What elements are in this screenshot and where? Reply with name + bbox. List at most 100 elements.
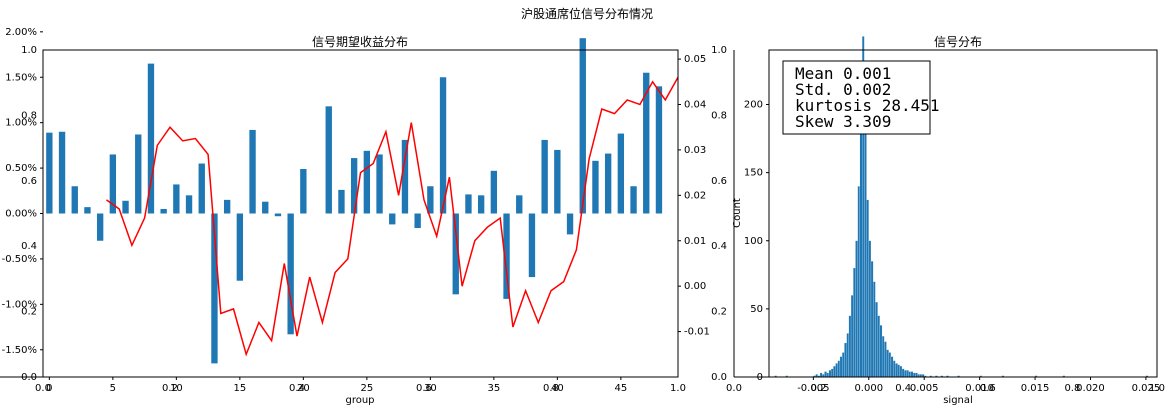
expected-return-bar (274, 213, 282, 217)
line-ytick-label: 0.03 (684, 145, 706, 156)
bar-ytick-label: 1.50% (5, 72, 37, 83)
expected-return-bar (160, 208, 167, 214)
overlay-ytick-label: 0.0 (21, 372, 37, 383)
left-xlabel: group (345, 395, 374, 406)
histogram-bin (833, 366, 836, 378)
overlay-ytick-label: 0.8 (21, 110, 37, 121)
histogram-bin (913, 372, 916, 378)
expected-return-bar (655, 86, 663, 214)
bar-ytick-label: 1.00% (5, 118, 37, 129)
histogram-bin (855, 240, 858, 378)
signal-xtick-label: 0.020 (1076, 383, 1105, 394)
overlay-ytick-label: 0.2 (711, 307, 727, 318)
histogram-bin (846, 333, 849, 378)
histogram-bin (910, 371, 914, 378)
overlay-xtick-label: 0.2 (162, 383, 178, 394)
expected-return-bar (287, 213, 294, 335)
histogram-bin (915, 372, 918, 378)
signal-xtick-label: 0.015 (1021, 383, 1050, 394)
expected-return-bar (604, 153, 612, 214)
group-xtick-label: 40 (551, 383, 564, 394)
histogram-bin (899, 366, 903, 378)
expected-return-bar (58, 131, 66, 214)
expected-return-bar (96, 213, 104, 241)
group-xtick-label: 20 (297, 383, 310, 394)
expected-return-bar (71, 186, 78, 214)
histogram-bin (853, 267, 856, 378)
line-ytick-label: -0.01 (684, 327, 710, 338)
expected-return-bar (135, 134, 142, 214)
line-ytick-label: 0.04 (684, 100, 706, 111)
expected-return-bar (363, 150, 371, 214)
histogram-bin (824, 371, 827, 378)
expected-return-bar (516, 195, 523, 214)
group-xtick-label: 10 (170, 383, 183, 394)
overlay-xtick-label: 0.4 (289, 383, 305, 394)
histogram-bin (864, 118, 867, 378)
expected-return-bar (528, 213, 536, 278)
histogram-bin (848, 315, 852, 378)
expected-return-bar (554, 149, 561, 214)
histogram-bin (893, 360, 896, 378)
expected-return-bar (223, 199, 231, 214)
histogram-bin (868, 240, 872, 378)
overlay-ytick-label: 0.6 (711, 176, 727, 187)
histogram-bin (830, 368, 834, 378)
overlay-ytick-label: 0.4 (21, 241, 37, 252)
stats-skew: Skew 3.309 (795, 112, 891, 131)
histogram-bin (908, 371, 911, 378)
cumulative-signal-line (106, 76, 679, 357)
histogram-bin (850, 295, 854, 378)
count-ytick-label: 0 (757, 372, 763, 383)
overlay-xtick-label: 0.0 (726, 383, 742, 394)
expected-return-bar (566, 213, 574, 235)
histogram-bin (842, 352, 845, 378)
expected-return-bar (477, 195, 485, 214)
expected-return-bar (300, 168, 307, 214)
count-ytick-label: 50 (750, 304, 763, 315)
left-chart-title: 信号期望收益分布 (312, 35, 408, 49)
overlay-xtick-label: 0.8 (1064, 383, 1080, 394)
expected-return-bar (376, 154, 383, 214)
stats-annotation: Mean 0.001 Std. 0.002 kurtosis 28.451 Sk… (782, 60, 940, 135)
expected-return-bar (198, 163, 205, 214)
histogram-bin (828, 370, 832, 378)
overlay-ytick-label: 0.6 (21, 176, 37, 187)
line-ytick-label: 0.00 (684, 281, 706, 292)
group-xtick-label: 45 (614, 383, 627, 394)
expected-return-bar (414, 213, 421, 229)
overlay-ytick-label: 0.2 (21, 307, 37, 318)
expected-return-bar (262, 201, 269, 214)
expected-return-bar (249, 129, 256, 214)
histogram-bin (835, 363, 838, 378)
histogram-bin (888, 352, 892, 378)
overlay-xtick-label: 0.4 (895, 383, 911, 394)
group-xtick-label: 35 (487, 383, 500, 394)
histogram-bin (875, 301, 878, 378)
count-ytick-label: 100 (744, 236, 763, 247)
bar-ytick-label: 0.00% (5, 209, 37, 220)
histogram-bin (886, 349, 889, 378)
signal-xtick-label: 0.005 (910, 383, 939, 394)
expected-return-bar (338, 189, 345, 214)
expected-return-chart: 信号期望收益分布 -1.50% -1.00% -0.50% 0.00% 0.50% 1.0… (0, 27, 710, 406)
histogram-bin (884, 341, 887, 378)
expected-return-bar (592, 160, 599, 214)
right-ylabel: Count (732, 198, 743, 228)
expected-return-bar (503, 213, 510, 299)
histogram-bin (879, 325, 883, 378)
bar-ytick-label: 0.50% (5, 163, 37, 174)
expected-return-bar (401, 139, 409, 214)
count-ytick-label: 150 (744, 168, 763, 179)
expected-return-bar (617, 133, 625, 214)
expected-return-bar (147, 63, 155, 214)
signal-xtick-label: 0.025 (1132, 383, 1161, 394)
right-plot-frame (768, 49, 1158, 378)
right-xlabel: signal (943, 395, 973, 406)
bar-ytick-label: -0.50% (2, 254, 37, 265)
group-xtick-label: 30 (424, 383, 437, 394)
line-ytick-label: 0.05 (684, 54, 706, 65)
expected-return-bar (465, 194, 472, 214)
expected-return-bar (46, 132, 53, 214)
